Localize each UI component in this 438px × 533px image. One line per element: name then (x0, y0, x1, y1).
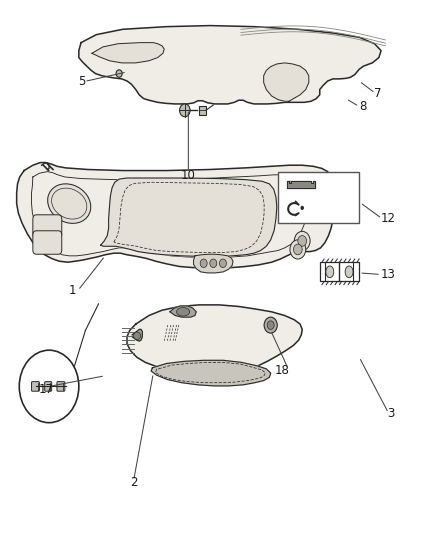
Circle shape (116, 70, 122, 77)
Polygon shape (79, 26, 381, 104)
FancyBboxPatch shape (33, 215, 62, 238)
Polygon shape (287, 181, 315, 188)
Text: 7: 7 (374, 87, 382, 100)
Polygon shape (132, 329, 142, 341)
Text: 17: 17 (39, 383, 53, 395)
Text: 18: 18 (274, 364, 289, 377)
Ellipse shape (345, 266, 353, 278)
Circle shape (180, 104, 190, 117)
Polygon shape (127, 305, 302, 374)
Text: 5: 5 (78, 75, 85, 88)
Circle shape (200, 259, 207, 268)
Circle shape (294, 231, 310, 251)
Ellipse shape (48, 184, 91, 223)
Text: 10: 10 (181, 169, 196, 182)
FancyBboxPatch shape (320, 262, 359, 281)
FancyBboxPatch shape (278, 172, 359, 223)
Circle shape (293, 244, 302, 255)
Text: 2: 2 (130, 476, 138, 489)
Polygon shape (170, 306, 196, 317)
Polygon shape (92, 43, 164, 63)
Circle shape (264, 317, 277, 333)
Text: 1: 1 (69, 284, 77, 297)
Ellipse shape (134, 332, 141, 340)
Circle shape (19, 350, 79, 423)
FancyBboxPatch shape (45, 382, 52, 391)
Circle shape (219, 259, 226, 268)
Polygon shape (101, 178, 277, 256)
Text: 12: 12 (381, 212, 396, 225)
Text: 3: 3 (388, 407, 395, 419)
FancyBboxPatch shape (33, 231, 62, 254)
Polygon shape (151, 360, 271, 386)
Ellipse shape (177, 308, 190, 316)
FancyBboxPatch shape (57, 382, 65, 391)
Polygon shape (194, 254, 233, 273)
Circle shape (290, 240, 306, 259)
FancyBboxPatch shape (32, 382, 39, 391)
Polygon shape (17, 163, 334, 268)
Polygon shape (288, 181, 303, 185)
Circle shape (298, 236, 307, 246)
Circle shape (300, 206, 304, 210)
Circle shape (210, 259, 217, 268)
Text: 8: 8 (359, 100, 367, 113)
FancyBboxPatch shape (199, 106, 206, 115)
Polygon shape (264, 63, 309, 101)
Ellipse shape (326, 266, 334, 278)
Text: 13: 13 (381, 268, 396, 281)
Circle shape (267, 321, 274, 329)
